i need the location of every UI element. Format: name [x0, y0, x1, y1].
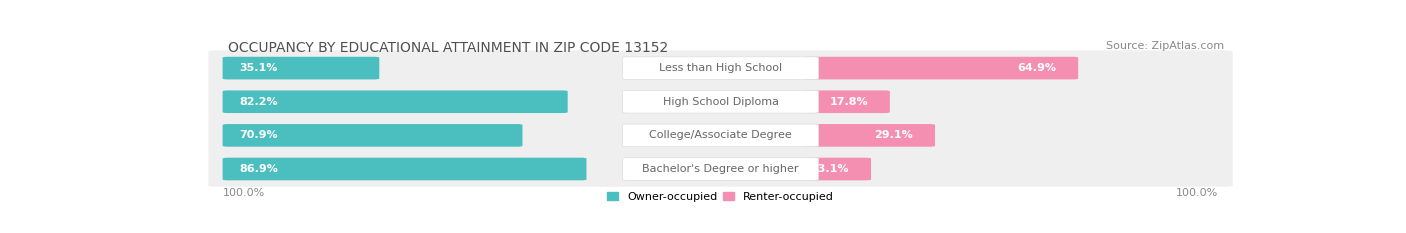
FancyBboxPatch shape	[208, 151, 1233, 187]
Text: 82.2%: 82.2%	[239, 97, 277, 107]
Text: 29.1%: 29.1%	[875, 130, 914, 140]
Text: Source: ZipAtlas.com: Source: ZipAtlas.com	[1107, 41, 1225, 51]
Legend: Owner-occupied, Renter-occupied: Owner-occupied, Renter-occupied	[607, 192, 834, 202]
Text: 100.0%: 100.0%	[222, 188, 264, 198]
Text: 70.9%: 70.9%	[239, 130, 277, 140]
FancyBboxPatch shape	[208, 118, 1233, 153]
Text: High School Diploma: High School Diploma	[662, 97, 779, 107]
FancyBboxPatch shape	[623, 57, 818, 79]
FancyBboxPatch shape	[222, 124, 523, 147]
FancyBboxPatch shape	[208, 84, 1233, 120]
Text: 17.8%: 17.8%	[830, 97, 868, 107]
Text: 86.9%: 86.9%	[239, 164, 278, 174]
FancyBboxPatch shape	[803, 90, 890, 113]
FancyBboxPatch shape	[803, 124, 935, 147]
FancyBboxPatch shape	[222, 57, 380, 79]
Text: Less than High School: Less than High School	[659, 63, 782, 73]
Text: OCCUPANCY BY EDUCATIONAL ATTAINMENT IN ZIP CODE 13152: OCCUPANCY BY EDUCATIONAL ATTAINMENT IN Z…	[228, 41, 668, 55]
FancyBboxPatch shape	[803, 158, 872, 180]
FancyBboxPatch shape	[623, 124, 818, 147]
FancyBboxPatch shape	[623, 90, 818, 113]
FancyBboxPatch shape	[208, 50, 1233, 86]
FancyBboxPatch shape	[222, 90, 568, 113]
FancyBboxPatch shape	[222, 158, 586, 180]
Text: College/Associate Degree: College/Associate Degree	[650, 130, 792, 140]
Text: 64.9%: 64.9%	[1018, 63, 1056, 73]
Text: 13.1%: 13.1%	[811, 164, 849, 174]
Text: 35.1%: 35.1%	[239, 63, 277, 73]
Text: 100.0%: 100.0%	[1177, 188, 1219, 198]
FancyBboxPatch shape	[623, 158, 818, 180]
FancyBboxPatch shape	[803, 57, 1078, 79]
Text: Bachelor's Degree or higher: Bachelor's Degree or higher	[643, 164, 799, 174]
